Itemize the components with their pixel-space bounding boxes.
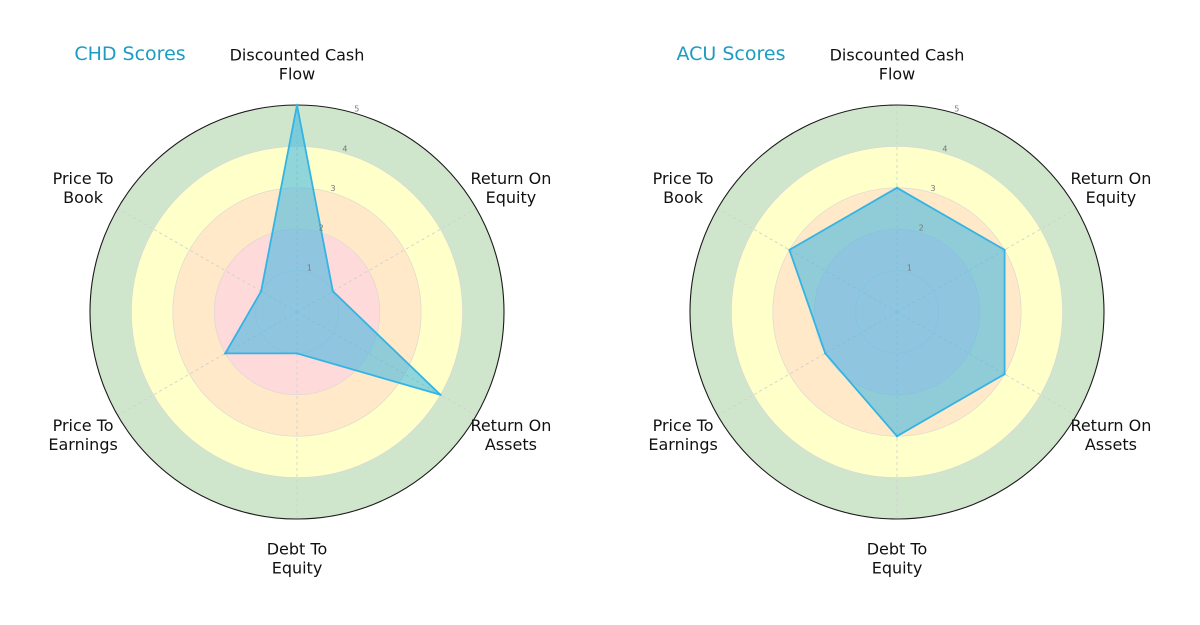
axis-label-price-to-earnings: Price To Earnings [648, 416, 717, 454]
tick-label-4: 4 [342, 144, 347, 153]
data-point-2 [1003, 372, 1006, 376]
tick-label-5: 5 [354, 105, 359, 114]
chd-radar-chart: 1 2 3 4 5 Discounted Cash Flow Return On Equity R… [48, 43, 551, 578]
data-point-1 [1003, 248, 1006, 252]
data-point-1 [331, 290, 335, 293]
tick-label-3: 3 [931, 184, 936, 193]
spoke-line [117, 208, 298, 313]
axis-label-debt-to-equity: Debt To Equity [267, 540, 328, 578]
axis-label-return-on-assets: Return On Assets [1070, 416, 1151, 454]
data-point-0 [295, 103, 299, 107]
data-point-0 [895, 186, 899, 189]
tick-label-1: 1 [907, 263, 912, 272]
spoke-line [717, 311, 898, 416]
data-point-3 [295, 352, 299, 355]
axis-label-return-on-assets: Return On Assets [470, 416, 551, 454]
axis-label-price-to-book: Price To Book [53, 169, 114, 207]
tick-label-1: 1 [307, 263, 312, 272]
axis-label-discounted-cash-flow: Discounted Cash Flow [830, 46, 965, 84]
axis-label-discounted-cash-flow: Discounted Cash Flow [230, 46, 365, 84]
data-point-5 [259, 290, 263, 293]
axis-label-return-on-equity: Return On Equity [470, 169, 551, 207]
spoke-line [117, 311, 298, 416]
axis-label-debt-to-equity: Debt To Equity [867, 540, 928, 578]
chart-title: ACU Scores [677, 43, 786, 65]
chart-title: CHD Scores [74, 43, 185, 65]
acu-radar-chart: 1 2 3 4 5 Discounted Cash Flow Return On Equity R… [648, 43, 1151, 578]
data-point-3 [895, 435, 899, 438]
axis-label-price-to-book: Price To Book [653, 169, 714, 207]
outer-ring [689, 104, 1105, 520]
tick-label-4: 4 [942, 144, 947, 153]
tick-label-5: 5 [954, 105, 959, 114]
data-point-4 [224, 352, 227, 355]
tick-label-2: 2 [919, 224, 924, 233]
data-point-4 [824, 352, 827, 355]
data-point-2 [439, 393, 442, 396]
data-point-5 [788, 248, 791, 252]
tick-label-3: 3 [331, 184, 336, 193]
grid-circle-4 [731, 146, 1063, 478]
axis-label-price-to-earnings: Price To Earnings [48, 416, 117, 454]
tick-label-2: 2 [319, 224, 324, 233]
spoke-line [296, 208, 477, 313]
axis-label-return-on-equity: Return On Equity [1070, 169, 1151, 207]
